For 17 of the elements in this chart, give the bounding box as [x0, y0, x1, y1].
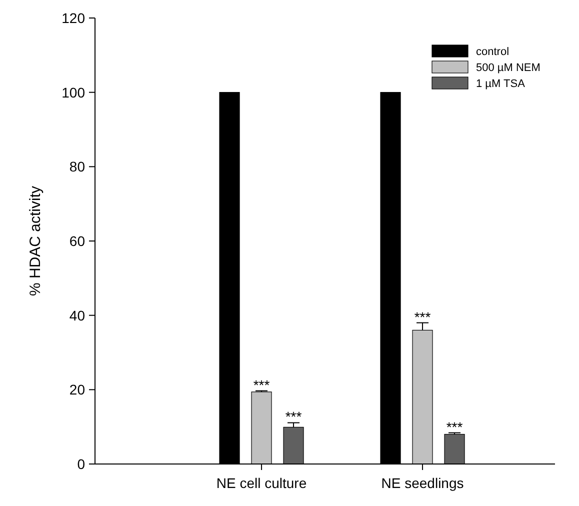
y-axis-title: % HDAC activity: [27, 186, 44, 296]
x-tick-label: NE seedlings: [381, 475, 464, 491]
annotation: ***: [446, 418, 464, 435]
y-tick-label: 100: [62, 84, 86, 100]
y-tick-label: 40: [69, 307, 86, 324]
annotation: ***: [414, 308, 432, 325]
y-tick-label: 80: [69, 158, 86, 175]
legend-label: 1 µM TSA: [476, 78, 526, 90]
y-tick-label: 120: [62, 10, 86, 26]
y-tick-label: 20: [69, 382, 86, 398]
y-tick-label: 0: [77, 456, 86, 472]
annotation: ***: [285, 408, 302, 425]
legend-label: control: [476, 46, 510, 58]
legend-label: 500 µM NEM: [476, 62, 540, 74]
y-tick-label: 60: [69, 233, 86, 249]
annotation: ***: [253, 376, 270, 393]
x-tick-label: NE cell culture: [216, 475, 307, 491]
